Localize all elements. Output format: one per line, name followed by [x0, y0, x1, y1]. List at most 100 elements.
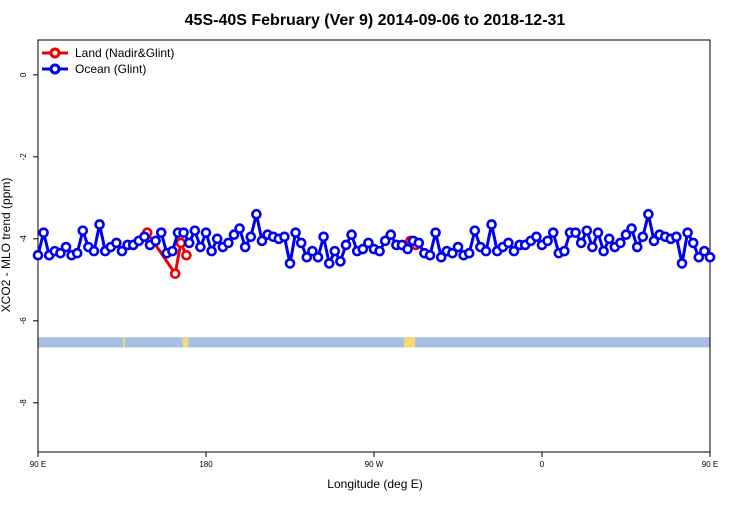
land-band-segment — [182, 337, 189, 348]
ocean-point — [340, 239, 352, 251]
ocean-point — [463, 247, 475, 259]
x-tick-label: 90 E — [30, 460, 46, 469]
ocean-point — [206, 245, 217, 257]
legend-ocean-marker — [49, 63, 61, 75]
ocean-point — [223, 237, 234, 249]
ocean-point — [508, 245, 520, 257]
ocean-point — [94, 219, 105, 230]
ocean-point — [687, 237, 699, 249]
land-point — [169, 268, 181, 279]
y-tick-label: -8 — [19, 399, 28, 407]
ocean-point — [38, 227, 49, 238]
ocean-point — [592, 227, 604, 238]
ocean-point — [116, 245, 128, 257]
ocean-point — [295, 237, 307, 249]
ocean-point — [256, 235, 268, 247]
ocean-point — [251, 208, 262, 220]
legend-land-marker — [49, 47, 61, 59]
x-tick-label: 90 E — [702, 460, 718, 469]
ocean-point — [234, 223, 245, 234]
ocean-point — [71, 247, 83, 259]
ocean-point — [379, 235, 391, 247]
ocean-point — [603, 233, 615, 245]
ocean-point — [111, 237, 122, 249]
ocean-point — [682, 227, 693, 238]
ocean-point — [581, 225, 593, 236]
ocean-point — [290, 227, 301, 238]
y-axis-label: XCO2 - MLO trend (ppm) — [0, 178, 13, 313]
legend-ocean-label: Ocean (Glint) — [75, 62, 146, 76]
y-tick-label: 0 — [19, 72, 28, 77]
y-tick-label: -6 — [19, 317, 28, 325]
y-tick-label: -2 — [19, 153, 28, 161]
ocean-band — [38, 337, 710, 348]
ocean-point — [55, 247, 66, 259]
ocean-point — [452, 241, 464, 253]
ocean-point — [239, 241, 251, 253]
ocean-point — [480, 245, 492, 257]
ocean-point — [307, 245, 318, 257]
ocean-point — [357, 243, 369, 255]
ocean-point — [570, 227, 581, 238]
ocean-point — [542, 235, 553, 247]
ocean-point — [704, 251, 716, 263]
ocean-point — [385, 229, 397, 241]
ocean-point — [183, 237, 195, 249]
ocean-point — [699, 245, 710, 257]
land-band-segment — [403, 337, 416, 348]
ocean-point — [598, 245, 609, 257]
ocean-point — [363, 237, 374, 249]
x-tick-label: 180 — [199, 460, 213, 469]
ocean-point — [374, 245, 385, 257]
ocean-point — [402, 243, 413, 255]
ocean-point — [88, 245, 100, 257]
ocean-point — [447, 247, 458, 259]
ocean-point — [139, 231, 150, 243]
ocean-point — [284, 258, 296, 269]
ocean-point — [643, 208, 654, 220]
ocean-point — [167, 245, 178, 257]
ocean-point — [626, 223, 637, 234]
ocean-point — [312, 251, 324, 263]
legend: Land (Nadir&Glint) Ocean (Glint) — [42, 46, 174, 76]
ocean-point — [631, 241, 643, 253]
x-axis-label: Longitude (deg E) — [327, 477, 422, 491]
land-band-segment — [122, 337, 125, 348]
ocean-point — [77, 225, 89, 236]
ocean-point — [615, 237, 626, 249]
ocean-point — [200, 227, 212, 238]
landmask-band — [38, 337, 710, 348]
ocean-point — [60, 241, 72, 253]
ocean-point — [637, 231, 649, 243]
ocean-point — [531, 231, 542, 243]
ocean-point — [587, 241, 598, 253]
ocean-point — [486, 219, 497, 230]
ocean-point — [189, 225, 201, 236]
land-line — [145, 231, 188, 276]
ocean-point — [693, 251, 705, 263]
ocean-point — [503, 237, 514, 249]
x-tick-label: 0 — [540, 460, 545, 469]
ocean-point — [424, 249, 436, 261]
ocean-point — [318, 231, 329, 243]
legend-land-label: Land (Nadir&Glint) — [75, 46, 174, 60]
chart-title: 45S-40S February (Ver 9) 2014-09-06 to 2… — [185, 12, 566, 29]
ocean-point — [575, 237, 587, 249]
y-tick-label: -4 — [19, 235, 28, 243]
ocean-point — [301, 251, 313, 263]
land-point — [175, 237, 187, 249]
axes: 90 E 180 90 W 0 90 E 0 -2 -4 -6 -8 — [19, 39, 718, 469]
ocean-point — [335, 256, 346, 267]
land-point — [181, 249, 192, 261]
ocean-point — [329, 245, 341, 257]
ocean-point — [676, 258, 688, 269]
ocean-point — [469, 225, 481, 236]
ocean-point — [178, 227, 189, 238]
ocean-point — [559, 245, 570, 257]
ocean-point — [547, 227, 559, 238]
ocean-point — [32, 249, 44, 261]
ocean-point — [150, 235, 161, 247]
x-tick-label: 90 W — [365, 460, 384, 469]
